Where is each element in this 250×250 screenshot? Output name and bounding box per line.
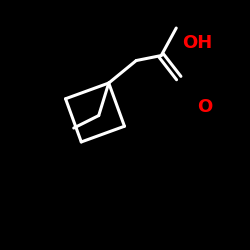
Text: OH: OH [182,34,212,52]
Text: O: O [198,98,212,116]
